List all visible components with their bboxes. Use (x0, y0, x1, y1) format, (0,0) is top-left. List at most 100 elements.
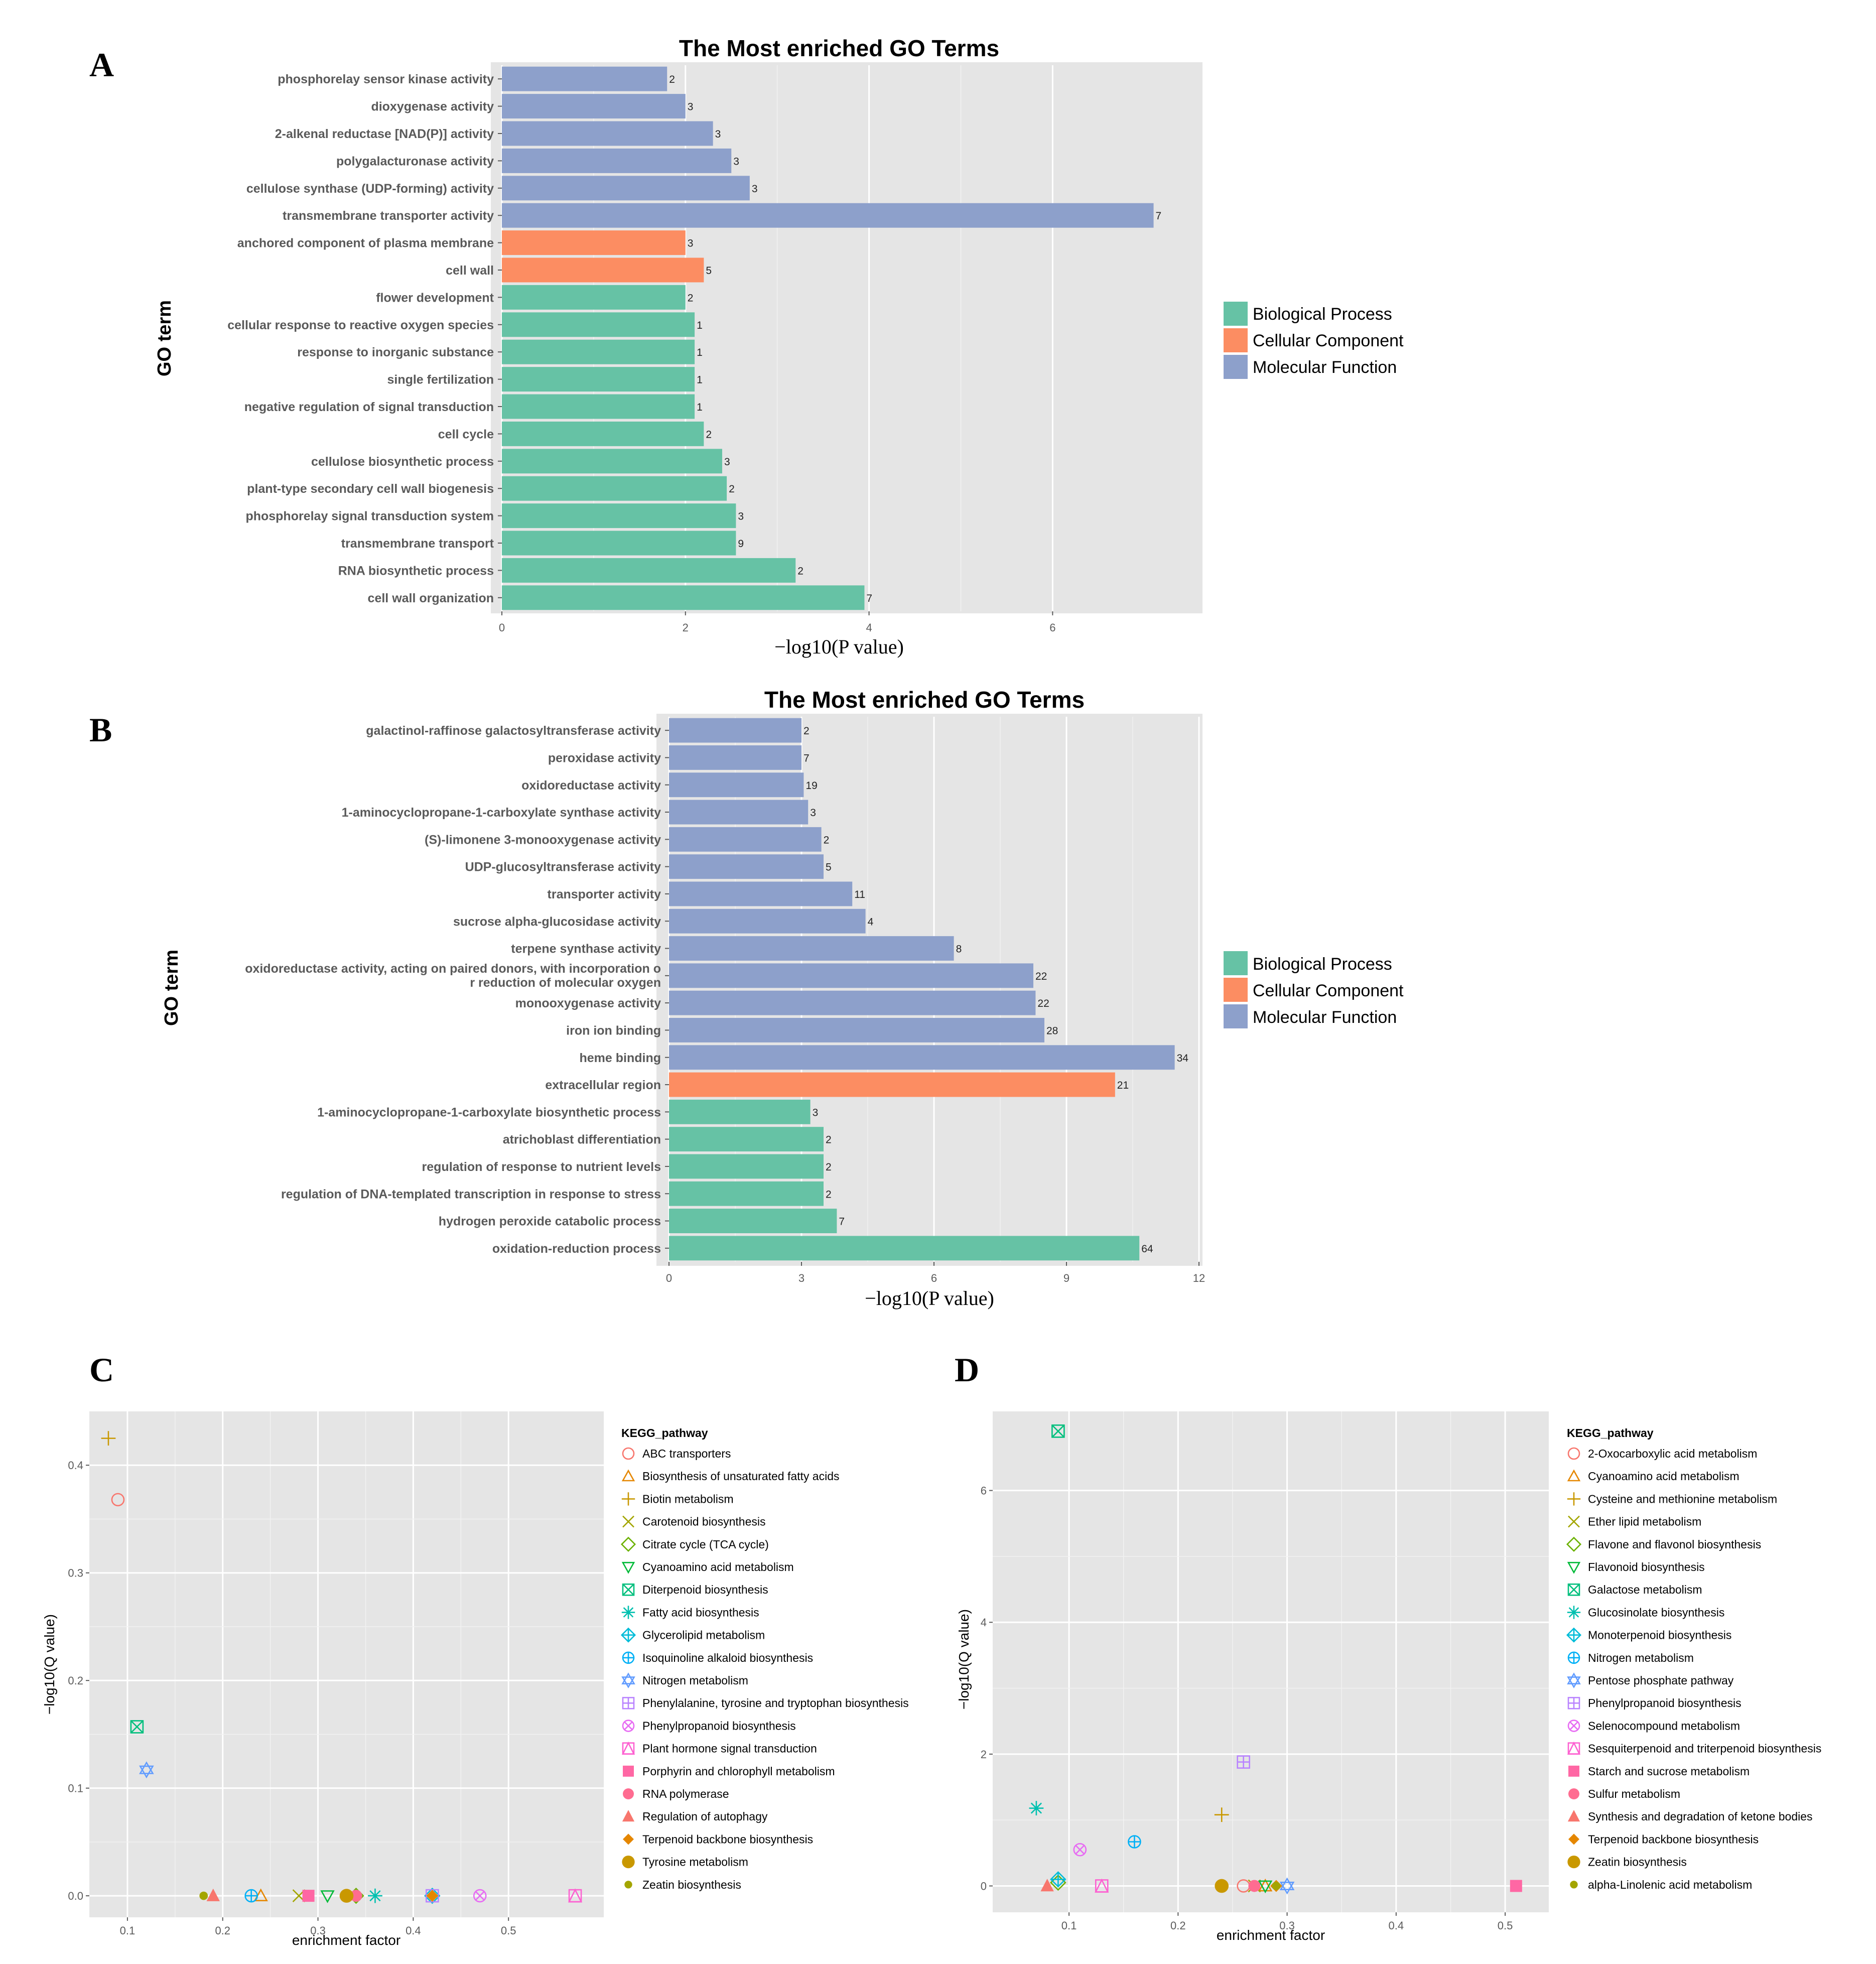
y-tick-label: atrichoblast differentiation (503, 1133, 661, 1147)
y-tick-label: oxidoreductase activity (521, 778, 661, 793)
scatter-point (1279, 1877, 1295, 1895)
bar-count-label: 3 (738, 511, 744, 522)
y-tick-label: 0.2 (68, 1674, 83, 1687)
legend-entry: Zeatin biosynthesis (624, 1878, 741, 1891)
legend-b-label-cellular: Cellular Component (1253, 981, 1404, 1000)
legend-entry: 2-Oxocarboxylic acid metabolism (1567, 1447, 1757, 1460)
chart-b-bars (669, 718, 1175, 1261)
bar (669, 772, 804, 798)
legend-entry-label: Biotin metabolism (642, 1492, 734, 1505)
y-tick-label: (S)-limonene 3-monooxygenase activity (425, 833, 661, 847)
y-tick-label: oxidation-reduction process (492, 1242, 661, 1256)
scatter-point (1050, 1874, 1066, 1891)
bar-count-label: 2 (706, 429, 712, 440)
chart-d-legend-title: KEGG_pathway (1567, 1426, 1654, 1439)
legend-entry: Flavone and flavonol biosynthesis (1566, 1536, 1761, 1552)
bar (502, 585, 865, 610)
bar-count-label: 9 (738, 538, 744, 550)
bar (669, 1018, 1044, 1042)
x-tick-label: 0.5 (1498, 1919, 1513, 1932)
y-tick-label: cell wall (446, 264, 494, 278)
y-tick-label: polygalacturonase activity (336, 154, 494, 168)
legend-entry-label: Terpenoid backbone biosynthesis (1588, 1832, 1759, 1846)
y-tick-label: r reduction of molecular oxygen (470, 976, 661, 990)
legend-a-label-molecular: Molecular Function (1253, 358, 1397, 377)
legend-entry-label: Starch and sucrose metabolism (1588, 1765, 1750, 1778)
bar-count-label: 2 (826, 1189, 832, 1200)
bar-count-label: 2 (803, 725, 810, 737)
y-tick-label: iron ion binding (566, 1023, 661, 1037)
legend-b-swatch-biological (1224, 951, 1248, 975)
x-tick-label: 0.2 (1170, 1919, 1186, 1932)
legend-entry: Terpenoid backbone biosynthesis (623, 1832, 813, 1846)
x-tick-label: 0.2 (215, 1924, 230, 1937)
y-tick-label: peroxidase activity (548, 751, 661, 765)
x-tick-label: 0.4 (406, 1924, 421, 1937)
legend-b-swatch-cellular (1224, 978, 1248, 1002)
legend-entry-label: Zeatin biosynthesis (642, 1878, 741, 1891)
legend-entry: Carotenoid biosynthesis (622, 1515, 765, 1528)
legend-entry: Sesquiterpenoid and triterpenoid biosynt… (1567, 1741, 1821, 1755)
x-tick-label: 0.4 (1389, 1919, 1404, 1932)
bar (669, 1127, 824, 1152)
x-tick-label: 0.1 (120, 1924, 136, 1937)
y-tick-label: 0 (981, 1880, 987, 1892)
bar-count-label: 8 (956, 944, 962, 955)
scatter-point (1051, 1424, 1065, 1438)
x-tick-label: 2 (683, 621, 689, 634)
scatter-point (339, 1889, 354, 1903)
chart-d-x-ticks: 0.1 0.2 0.3 0.4 0.5 (1061, 1912, 1513, 1932)
legend-entry-label: Porphyrin and chlorophyll metabolism (642, 1765, 835, 1778)
legend-entry: Phenylpropanoid biosynthesis (1567, 1696, 1741, 1710)
legend-entry: Nitrogen metabolism (621, 1672, 748, 1688)
bar (669, 718, 801, 743)
chart-a-y-ticks: phosphorelay sensor kinase activity dioxy… (227, 72, 502, 605)
chart-d-x-axis-title: enrichment factor (1217, 1927, 1325, 1943)
scatter-point (139, 1761, 154, 1779)
legend-entry-label: Nitrogen metabolism (1588, 1651, 1694, 1664)
scatter-point (1510, 1880, 1522, 1892)
chart-d-y-ticks: 0 2 4 6 (981, 1485, 993, 1892)
y-tick-label: 0.4 (68, 1459, 83, 1472)
legend-entry-label: Citrate cycle (TCA cycle) (642, 1538, 769, 1551)
legend-entry-label: Synthesis and degradation of ketone bodi… (1588, 1810, 1813, 1823)
bar (669, 1181, 824, 1206)
y-tick-label: transmembrane transport (341, 537, 494, 551)
bar-count-label: 3 (688, 101, 694, 113)
scatter-point (1029, 1801, 1044, 1815)
legend-entry-label: Cyanoamino acid metabolism (642, 1560, 794, 1574)
chart-c-legend-title: KEGG_pathway (621, 1426, 708, 1439)
scatter-point (302, 1890, 315, 1902)
legend-entry: Glycerolipid metabolism (620, 1627, 765, 1643)
legend-entry-label: Flavonoid biosynthesis (1588, 1560, 1705, 1574)
bar-count-label: 2 (824, 834, 830, 846)
bar (502, 531, 736, 556)
x-tick-label: 6 (931, 1272, 937, 1284)
y-tick-label: terpene synthase activity (511, 942, 661, 956)
bar-count-label: 11 (854, 889, 865, 900)
legend-entry-label: Phenylpropanoid biosynthesis (1588, 1696, 1741, 1710)
bar-count-label: 3 (810, 807, 816, 819)
bar (669, 854, 824, 879)
y-tick-label: transmembrane transporter activity (283, 209, 494, 223)
legend-entry-label: Terpenoid backbone biosynthesis (642, 1832, 813, 1846)
bar-count-label: 3 (813, 1107, 819, 1118)
chart-b-x-ticks: 0 3 6 9 12 (666, 1262, 1205, 1284)
bar-count-label: 3 (752, 183, 758, 195)
y-tick-label: monooxygenase activity (515, 996, 661, 1010)
scatter-point (1214, 1807, 1229, 1822)
panel-letter-c: C (89, 1351, 114, 1389)
x-tick-label: 6 (1049, 621, 1055, 634)
bar (669, 1154, 824, 1179)
x-tick-label: 0.1 (1061, 1919, 1077, 1932)
legend-entry-label: Phenylpropanoid biosynthesis (642, 1719, 796, 1732)
go-bar-chart-b: The Most enriched GO Terms 2719325114822… (161, 687, 1404, 1310)
scatter-point (1248, 1880, 1261, 1892)
panel-letter-d: D (955, 1351, 979, 1389)
y-tick-label: 2 (981, 1748, 987, 1761)
chart-d-legend: 2-Oxocarboxylic acid metabolism Cyanoamin… (1566, 1447, 1821, 1891)
y-tick-label: UDP-glucosyltransferase activity (465, 860, 661, 874)
bar (502, 66, 667, 91)
chart-d-plot-bg (993, 1411, 1549, 1912)
bar (669, 936, 954, 961)
